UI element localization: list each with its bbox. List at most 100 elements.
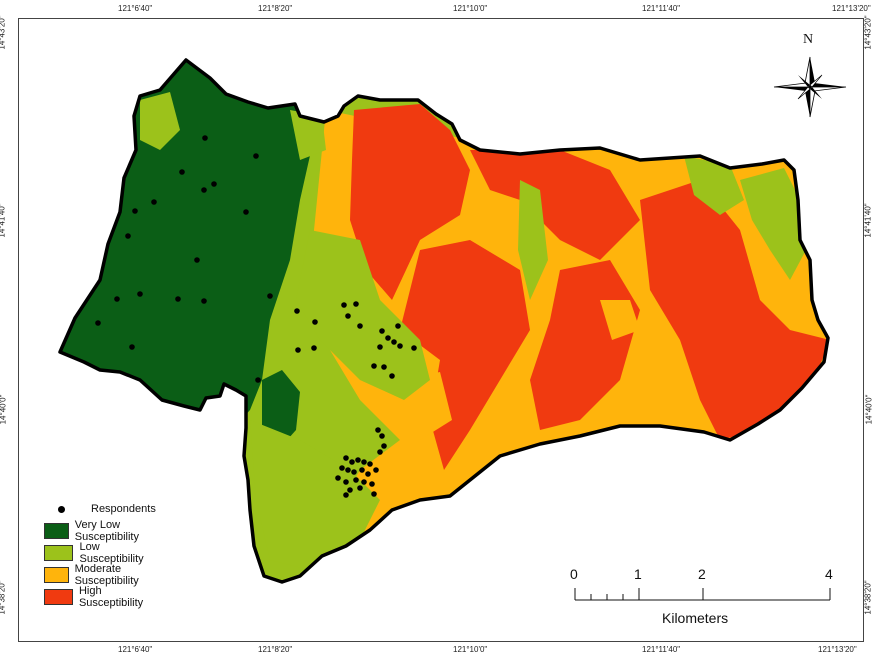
legend-low-label: Low Susceptibility [79, 541, 144, 565]
legend-high-label: High Susceptibility [78, 585, 144, 609]
respondent-point [371, 363, 377, 369]
respondent-dot-icon [58, 505, 65, 513]
respondent-point [343, 479, 349, 485]
respondent-point [201, 187, 207, 193]
scale-unit: Kilometers [662, 610, 729, 626]
high-zone-north [350, 104, 470, 300]
high-zone-center-north [470, 150, 640, 260]
top-coord-1: 121°6'40" [118, 4, 153, 13]
respondent-point [361, 479, 367, 485]
low-zone-northeast [684, 156, 744, 215]
respondent-point [339, 465, 345, 471]
respondent-point [381, 443, 387, 449]
respondent-point [355, 457, 361, 463]
respondent-point [194, 257, 200, 263]
respondent-point [132, 208, 138, 214]
respondent-point [349, 459, 355, 465]
legend-high: High Susceptibility [44, 585, 150, 609]
north-arrow-icon [773, 56, 847, 118]
scale-tick-0: 0 [570, 566, 578, 582]
legend-moderate: Moderate Susceptibility [44, 563, 150, 587]
respondent-point [381, 364, 387, 370]
low-zone-island-1 [140, 92, 180, 150]
respondent-point [201, 298, 207, 304]
scale-bar [574, 588, 831, 601]
very-low-swatch [44, 523, 69, 539]
low-zone-island-2 [290, 110, 326, 160]
bottom-coord-3: 121°10'0" [453, 645, 488, 654]
respondent-point [179, 169, 185, 175]
respondent-point [395, 323, 401, 329]
legend-respondents: Respondents [44, 500, 156, 518]
bottom-coord-1: 121°6'40" [118, 645, 153, 654]
respondent-point [353, 477, 359, 483]
respondent-points [95, 135, 417, 498]
respondent-point [267, 293, 273, 299]
respondent-point [202, 135, 208, 141]
respondent-point [411, 345, 417, 351]
respondent-point [295, 347, 301, 353]
respondent-point [371, 491, 377, 497]
respondent-point [343, 455, 349, 461]
moderate-patch [600, 300, 640, 340]
respondent-point [389, 373, 395, 379]
respondent-point [345, 467, 351, 473]
respondent-point [377, 449, 383, 455]
respondent-point [379, 433, 385, 439]
low-zone-south [250, 420, 380, 570]
high-swatch [44, 589, 73, 605]
scale-tick-2: 2 [698, 566, 706, 582]
respondent-point [353, 301, 359, 307]
respondent-point [397, 343, 403, 349]
respondent-point [335, 475, 341, 481]
top-coord-3: 121°10'0" [453, 4, 488, 13]
bottom-coord-4: 121°11'40" [642, 645, 681, 654]
respondent-point [255, 377, 261, 383]
respondent-point [311, 345, 317, 351]
study-area-boundary [58, 58, 830, 584]
respondent-point [114, 296, 120, 302]
respondent-point [345, 313, 351, 319]
scale-tick-1: 1 [634, 566, 642, 582]
top-coord-5: 121°13'20" [832, 4, 871, 13]
respondent-point [243, 209, 249, 215]
legend-very-low: Very Low Susceptibility [44, 519, 150, 543]
respondent-point [347, 487, 353, 493]
respondent-point [312, 319, 318, 325]
bottom-coord-5: 121°13'20" [818, 645, 857, 654]
respondent-point [151, 199, 157, 205]
very-low-zone-patch [262, 370, 300, 448]
respondent-point [377, 344, 383, 350]
legend-moderate-label: Moderate Susceptibility [74, 563, 139, 587]
north-label: N [803, 32, 814, 47]
respondent-point [359, 467, 365, 473]
respondent-point [341, 302, 347, 308]
respondent-point [357, 485, 363, 491]
respondent-point [375, 427, 381, 433]
respondent-point [125, 233, 131, 239]
respondent-point [343, 492, 349, 498]
respondent-point [391, 339, 397, 345]
respondent-point [175, 296, 181, 302]
respondent-point [129, 344, 135, 350]
respondent-point [373, 467, 379, 473]
respondent-point [367, 461, 373, 467]
top-coord-2: 121°8'20" [258, 4, 293, 13]
low-zone-central-band [296, 230, 430, 400]
respondent-point [385, 335, 391, 341]
respondent-point [379, 328, 385, 334]
moderate-swatch [44, 567, 69, 583]
legend-respondents-label: Respondents [91, 503, 156, 515]
low-zone-strip [518, 180, 548, 300]
respondent-point [365, 471, 371, 477]
top-coord-4: 121°11'40" [642, 4, 681, 13]
respondent-point [294, 308, 300, 314]
low-swatch [44, 545, 74, 561]
respondent-point [95, 320, 101, 326]
respondent-point [369, 481, 375, 487]
respondent-point [137, 291, 143, 297]
bottom-coord-2: 121°8'20" [258, 645, 293, 654]
respondent-point [351, 469, 357, 475]
respondent-point [357, 323, 363, 329]
